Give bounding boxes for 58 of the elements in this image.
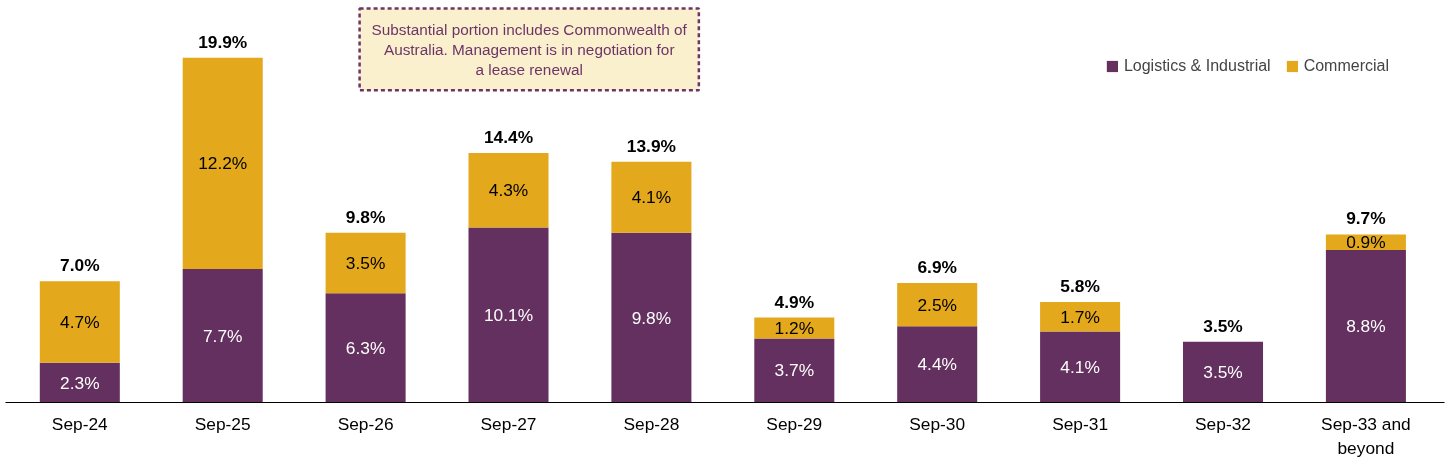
data-label: 10.1% bbox=[483, 304, 534, 325]
bar bbox=[754, 338, 835, 403]
total-label: 14.4% bbox=[483, 126, 534, 147]
x-tick-label: Sep-24 bbox=[51, 413, 109, 434]
x-tick-label: Sep-29 bbox=[766, 413, 823, 434]
x-tick-label: Sep-27 bbox=[480, 413, 537, 434]
x-tick-label: Sep-25 bbox=[194, 413, 251, 434]
bar bbox=[897, 282, 978, 327]
data-label: 3.5% bbox=[345, 253, 386, 274]
bar bbox=[325, 232, 406, 294]
data-label: 1.7% bbox=[1060, 306, 1100, 327]
x-tick-label: Sep-30 bbox=[909, 413, 966, 434]
data-label: 8.8% bbox=[1346, 316, 1386, 337]
data-label: 6.3% bbox=[345, 337, 386, 358]
bar bbox=[325, 293, 406, 403]
x-tick-label: Sep-33 and beyond bbox=[1321, 413, 1411, 458]
total-label: 13.9% bbox=[626, 135, 676, 156]
x-tick-label: Sep-31 bbox=[1052, 413, 1109, 434]
total-label: 9.8% bbox=[345, 206, 386, 227]
legend-label: Logistics & Industrial bbox=[1123, 57, 1271, 75]
data-label: 3.7% bbox=[774, 360, 815, 381]
data-label: 4.7% bbox=[60, 311, 100, 332]
bar bbox=[611, 232, 692, 403]
bar bbox=[182, 269, 263, 403]
data-label: 3.5% bbox=[1203, 362, 1243, 383]
total-label: 3.5% bbox=[1203, 315, 1243, 336]
bar bbox=[39, 281, 120, 363]
bar bbox=[1182, 341, 1264, 403]
bar bbox=[468, 152, 549, 228]
data-label: 1.2% bbox=[774, 317, 815, 338]
data-label: 2.3% bbox=[60, 372, 100, 393]
bar bbox=[611, 161, 692, 233]
x-tick-label: Sep-28 bbox=[623, 413, 680, 434]
total-label: 19.9% bbox=[198, 31, 248, 52]
data-label: 2.5% bbox=[917, 294, 957, 315]
x-tick-label: Sep-32 bbox=[1195, 413, 1251, 434]
data-label: 4.1% bbox=[1060, 356, 1100, 377]
total-label: 9.7% bbox=[1346, 208, 1386, 229]
annotation: Substantial portion includes Commonwealth of Australia. Management is in negotiation for a lease renewal bbox=[371, 20, 688, 79]
bar bbox=[1040, 331, 1121, 403]
data-label: 12.2% bbox=[198, 153, 248, 174]
bar bbox=[1325, 250, 1406, 403]
data-label: 4.4% bbox=[917, 354, 957, 375]
data-label: 4.1% bbox=[631, 187, 672, 208]
legend-label: Commercial bbox=[1303, 57, 1389, 75]
bar bbox=[182, 57, 263, 270]
bar bbox=[468, 227, 549, 403]
data-label: 0.9% bbox=[1346, 232, 1386, 253]
total-label: 4.9% bbox=[774, 291, 815, 312]
data-label: 4.3% bbox=[488, 180, 529, 201]
data-label: 9.8% bbox=[631, 307, 672, 328]
bar bbox=[897, 326, 978, 403]
total-label: 7.0% bbox=[60, 255, 100, 276]
data-label: 7.7% bbox=[202, 325, 243, 346]
bar bbox=[39, 362, 120, 403]
total-label: 5.8% bbox=[1060, 276, 1100, 296]
total-label: 6.9% bbox=[917, 256, 957, 277]
x-tick-label: Sep-26 bbox=[337, 413, 394, 434]
